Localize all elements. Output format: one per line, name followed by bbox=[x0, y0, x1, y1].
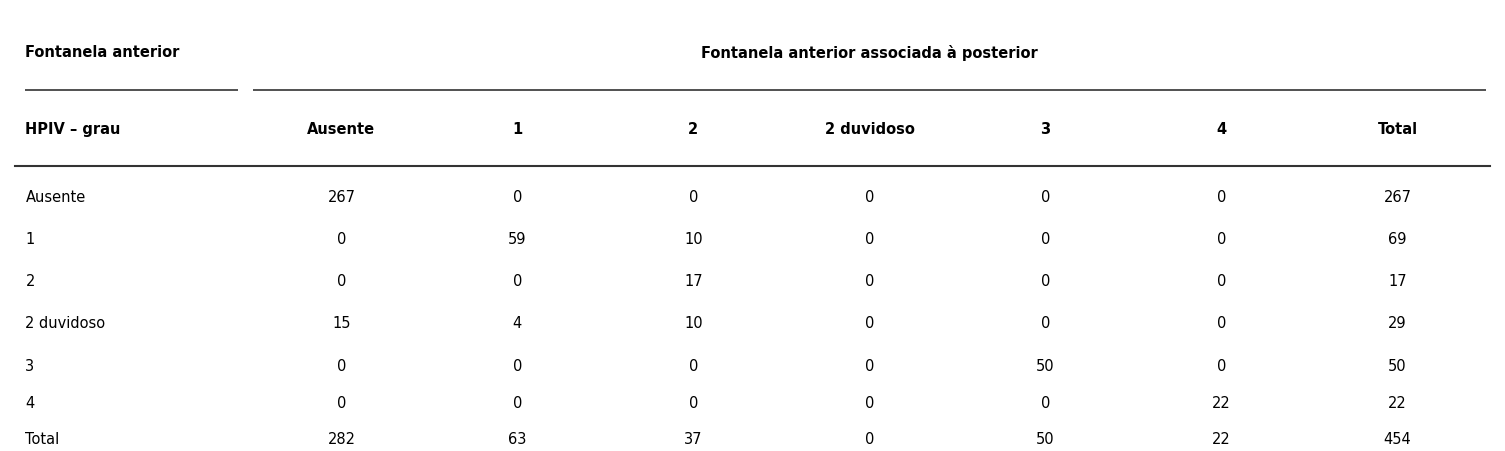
Text: 1: 1 bbox=[26, 232, 35, 247]
Text: 1: 1 bbox=[512, 122, 522, 137]
Text: 454: 454 bbox=[1383, 433, 1412, 447]
Text: Total: Total bbox=[1377, 122, 1418, 137]
Text: 0: 0 bbox=[689, 359, 698, 374]
Text: 50: 50 bbox=[1388, 359, 1407, 374]
Text: 22: 22 bbox=[1212, 433, 1231, 447]
Text: 0: 0 bbox=[1218, 359, 1227, 374]
Text: 2 duvidoso: 2 duvidoso bbox=[825, 122, 915, 137]
Text: Fontanela anterior associada à posterior: Fontanela anterior associada à posterior bbox=[701, 45, 1038, 61]
Text: 0: 0 bbox=[1041, 396, 1050, 411]
Text: 22: 22 bbox=[1212, 396, 1231, 411]
Text: 10: 10 bbox=[685, 317, 703, 331]
Text: 4: 4 bbox=[1216, 122, 1227, 137]
Text: 282: 282 bbox=[328, 433, 355, 447]
Text: 0: 0 bbox=[1041, 232, 1050, 247]
Text: 4: 4 bbox=[26, 396, 35, 411]
Text: 0: 0 bbox=[513, 274, 522, 289]
Text: 0: 0 bbox=[1041, 189, 1050, 205]
Text: 0: 0 bbox=[1218, 232, 1227, 247]
Text: 0: 0 bbox=[689, 189, 698, 205]
Text: 37: 37 bbox=[685, 433, 703, 447]
Text: 0: 0 bbox=[865, 317, 874, 331]
Text: 0: 0 bbox=[865, 433, 874, 447]
Text: 59: 59 bbox=[509, 232, 527, 247]
Text: Fontanela anterior: Fontanela anterior bbox=[26, 45, 179, 60]
Text: 0: 0 bbox=[513, 396, 522, 411]
Text: 3: 3 bbox=[26, 359, 35, 374]
Text: 63: 63 bbox=[509, 433, 527, 447]
Text: 69: 69 bbox=[1388, 232, 1407, 247]
Text: 0: 0 bbox=[1041, 317, 1050, 331]
Text: 17: 17 bbox=[1388, 274, 1407, 289]
Text: 0: 0 bbox=[865, 274, 874, 289]
Text: Total: Total bbox=[26, 433, 60, 447]
Text: 3: 3 bbox=[1040, 122, 1050, 137]
Text: HPIV – grau: HPIV – grau bbox=[26, 122, 120, 137]
Text: 0: 0 bbox=[865, 232, 874, 247]
Text: 0: 0 bbox=[513, 189, 522, 205]
Text: 0: 0 bbox=[865, 359, 874, 374]
Text: 0: 0 bbox=[1218, 189, 1227, 205]
Text: 22: 22 bbox=[1388, 396, 1407, 411]
Text: 0: 0 bbox=[1041, 274, 1050, 289]
Text: 0: 0 bbox=[865, 189, 874, 205]
Text: 2: 2 bbox=[688, 122, 698, 137]
Text: 0: 0 bbox=[337, 232, 346, 247]
Text: 2: 2 bbox=[26, 274, 35, 289]
Text: 4: 4 bbox=[513, 317, 522, 331]
Text: 0: 0 bbox=[337, 396, 346, 411]
Text: 10: 10 bbox=[685, 232, 703, 247]
Text: 50: 50 bbox=[1035, 359, 1055, 374]
Text: 15: 15 bbox=[333, 317, 351, 331]
Text: 0: 0 bbox=[865, 396, 874, 411]
Text: Ausente: Ausente bbox=[307, 122, 375, 137]
Text: 0: 0 bbox=[337, 359, 346, 374]
Text: 0: 0 bbox=[689, 396, 698, 411]
Text: 50: 50 bbox=[1035, 433, 1055, 447]
Text: 267: 267 bbox=[328, 189, 355, 205]
Text: 0: 0 bbox=[1218, 274, 1227, 289]
Text: 0: 0 bbox=[513, 359, 522, 374]
Text: 2 duvidoso: 2 duvidoso bbox=[26, 317, 105, 331]
Text: 29: 29 bbox=[1388, 317, 1407, 331]
Text: 267: 267 bbox=[1383, 189, 1412, 205]
Text: 0: 0 bbox=[1218, 317, 1227, 331]
Text: 17: 17 bbox=[685, 274, 703, 289]
Text: Ausente: Ausente bbox=[26, 189, 86, 205]
Text: 0: 0 bbox=[337, 274, 346, 289]
